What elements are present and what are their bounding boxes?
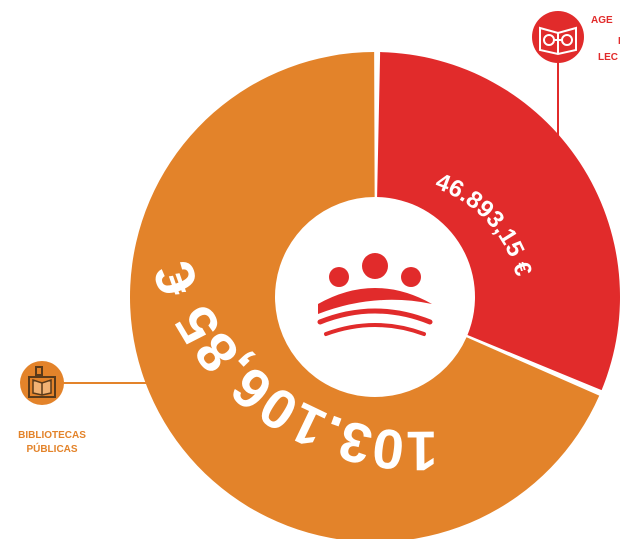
library-building-icon [20,361,64,405]
pie-slices [130,52,620,539]
inner-ring [276,198,474,396]
slice-category-label-line: BIBLIOTECAS [18,430,86,441]
slice-category-label-line: I [618,36,620,47]
slice-category-label-line: LEC [598,52,618,63]
slice-category-label-line: AGE [591,15,613,26]
pie-slice [130,52,600,539]
dots-and-waves-logo-icon [317,253,433,336]
slice-category-label-line: PÚBLICAS [26,442,77,455]
reading-glasses-book-icon [532,11,584,63]
pie-slice [377,52,620,391]
